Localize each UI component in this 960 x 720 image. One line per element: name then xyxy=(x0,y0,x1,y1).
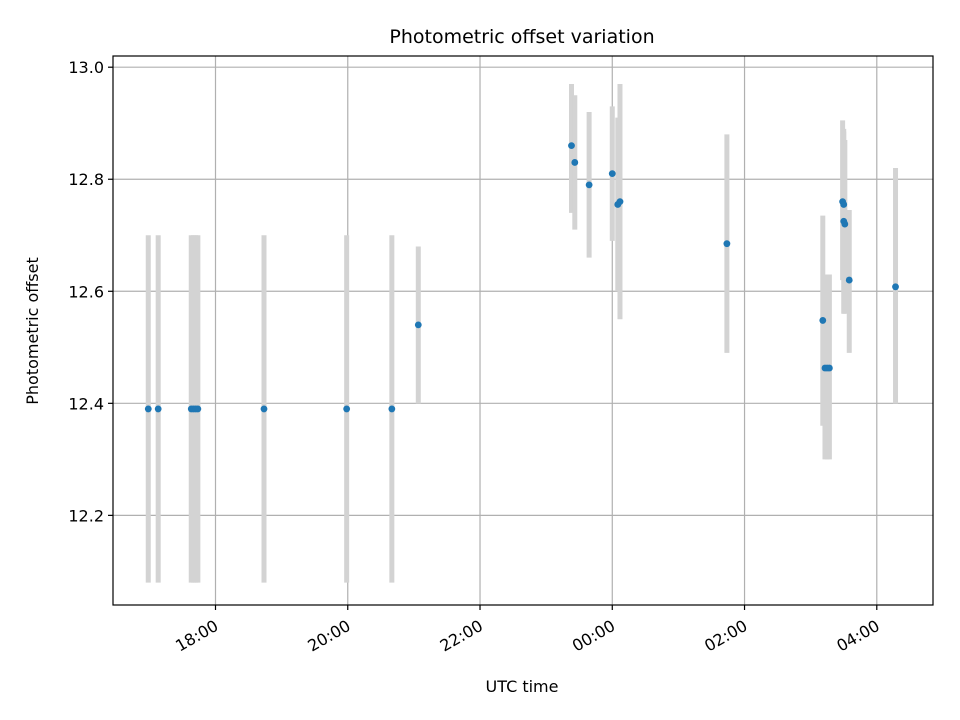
data-points xyxy=(144,142,899,413)
data-point xyxy=(608,170,616,178)
data-point xyxy=(845,276,853,284)
data-point xyxy=(571,159,579,166)
data-point xyxy=(343,405,351,413)
data-point xyxy=(840,201,848,208)
data-point xyxy=(414,321,422,329)
data-point xyxy=(616,198,624,206)
data-point xyxy=(154,405,162,413)
plot-frame xyxy=(112,55,934,606)
data-point xyxy=(388,405,396,413)
data-point xyxy=(144,405,152,413)
y-axis-title: Photometric offset xyxy=(23,257,42,405)
y-tick-label: 12.6 xyxy=(68,282,104,301)
data-point xyxy=(260,405,268,413)
data-point xyxy=(194,405,202,413)
y-axis-ticks: 12.2 12.4 12.6 12.8 13.0 xyxy=(68,58,113,525)
y-tick-label: 13.0 xyxy=(68,58,104,77)
data-point xyxy=(825,364,833,372)
data-point xyxy=(819,317,827,324)
y-tick-label: 12.2 xyxy=(68,506,104,525)
y-tick-label: 12.8 xyxy=(68,170,104,189)
data-point xyxy=(892,283,899,291)
chart-title: Photometric offset variation xyxy=(389,26,654,48)
x-axis-title: UTC time xyxy=(486,677,559,696)
data-point xyxy=(568,142,575,150)
data-point xyxy=(585,181,593,189)
data-point xyxy=(723,240,731,248)
y-tick-label: 12.4 xyxy=(68,394,104,413)
data-point xyxy=(841,220,849,228)
